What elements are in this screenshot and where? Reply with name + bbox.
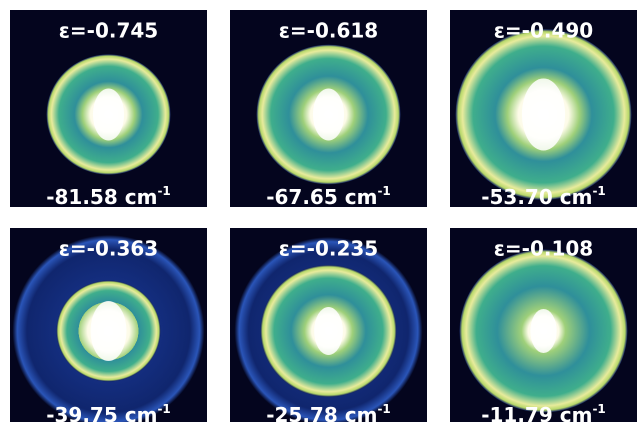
figure: ε=-0.745-81.58 cm-1ε=-0.618-67.65 cm-1ε=… bbox=[0, 0, 637, 422]
energy-value: -39.75 cm bbox=[46, 403, 157, 422]
image-core bbox=[91, 301, 127, 361]
image-core bbox=[313, 89, 344, 141]
energy-exponent: -1 bbox=[157, 402, 170, 416]
energy-label: -11.79 cm-1 bbox=[481, 402, 606, 422]
epsilon-label: ε=-0.108 bbox=[494, 237, 593, 261]
energy-value: -53.70 cm bbox=[481, 185, 592, 209]
energy-exponent: -1 bbox=[377, 402, 390, 416]
image-panel: ε=-0.235 -25.78 cm-1 bbox=[230, 228, 427, 422]
epsilon-label: ε=-0.490 bbox=[494, 19, 593, 43]
energy-exponent: -1 bbox=[377, 184, 390, 198]
image-panel: ε=-0.490 -53.70 cm-1 bbox=[450, 10, 637, 209]
energy-exponent: -1 bbox=[592, 184, 605, 198]
energy-label: -81.58 cm-1 bbox=[46, 184, 171, 209]
energy-value: -11.79 cm bbox=[481, 403, 592, 422]
energy-exponent: -1 bbox=[592, 402, 605, 416]
energy-value: -67.65 cm bbox=[266, 185, 377, 209]
image-panel: ε=-0.618 -67.65 cm-1 bbox=[230, 10, 427, 209]
energy-label: -39.75 cm-1 bbox=[46, 402, 171, 422]
image-core bbox=[93, 89, 124, 141]
energy-value: -25.78 cm bbox=[266, 403, 377, 422]
image-panel: ε=-0.745 -81.58 cm-1 bbox=[10, 10, 207, 209]
energy-label: -67.65 cm-1 bbox=[266, 184, 391, 209]
epsilon-label: ε=-0.745 bbox=[59, 19, 158, 43]
epsilon-label: ε=-0.363 bbox=[59, 237, 158, 261]
image-core bbox=[522, 79, 565, 151]
image-panel: ε=-0.363 -39.75 cm-1 bbox=[10, 228, 207, 422]
energy-label: -25.78 cm-1 bbox=[266, 402, 391, 422]
image-core bbox=[530, 309, 556, 353]
image-panel: ε=-0.108 -11.79 cm-1 bbox=[450, 228, 637, 422]
page: {"panels": [ {"epsilon": "ε=-0.745", "en… bbox=[0, 0, 637, 422]
epsilon-label: ε=-0.235 bbox=[279, 237, 378, 261]
epsilon-label: ε=-0.618 bbox=[279, 19, 378, 43]
energy-value: -81.58 cm bbox=[46, 185, 157, 209]
image-core bbox=[314, 307, 343, 355]
energy-label: -53.70 cm-1 bbox=[481, 184, 606, 209]
energy-exponent: -1 bbox=[157, 184, 170, 198]
